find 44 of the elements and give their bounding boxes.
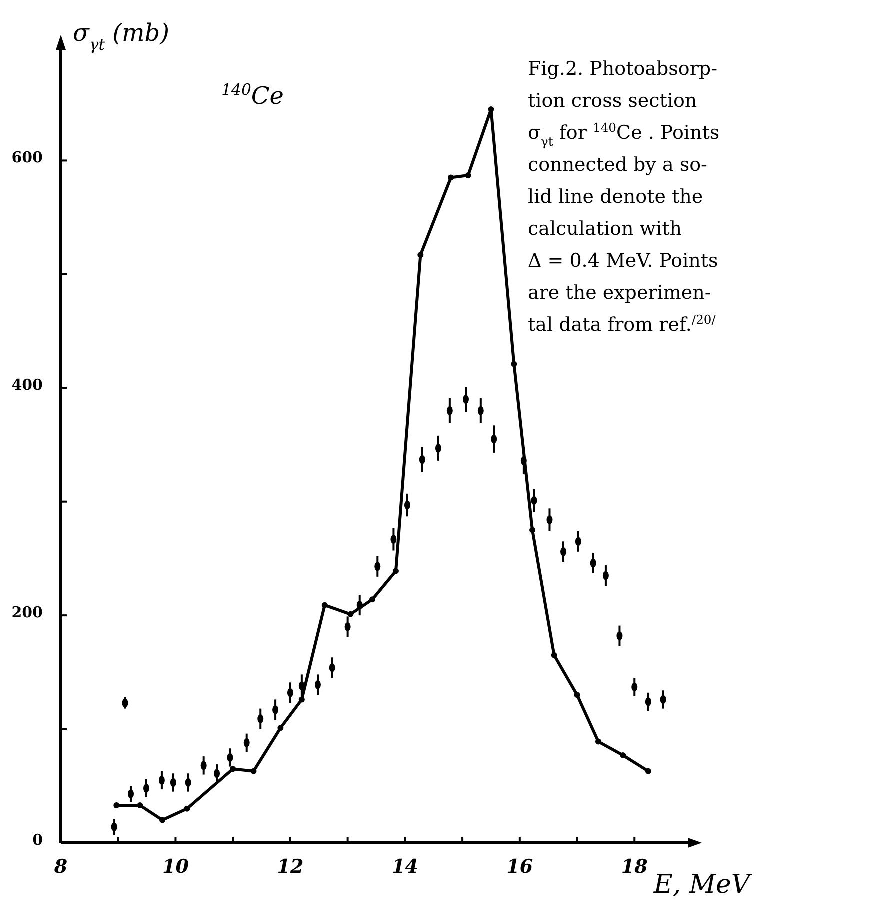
x-tick-label: 18: [621, 856, 648, 878]
point: [369, 596, 376, 603]
annotation: tal data from ref.$^{/20/}$: [528, 313, 717, 336]
point: [114, 802, 120, 808]
point: [230, 766, 236, 772]
x-axis-title: E, MeV: [652, 870, 752, 900]
x-tick-label: 8: [54, 856, 68, 878]
annotation: calculation with: [528, 218, 682, 240]
point: [250, 768, 257, 774]
annotation: lid line denote the: [528, 186, 704, 208]
x-tick-label: 16: [506, 856, 534, 878]
point: [530, 527, 536, 534]
point: [595, 738, 602, 745]
point: [137, 802, 144, 808]
point: [448, 174, 454, 181]
point: [465, 172, 472, 178]
annotation: are the experimen-: [528, 282, 712, 304]
annotation: Δ = 0.4 MeV. Points: [528, 250, 718, 272]
point: [184, 806, 190, 812]
y-tick-label: 200: [12, 603, 43, 622]
point: [418, 252, 424, 258]
y-axis-title: σ$_{γt}$ (mb): [73, 19, 170, 54]
point: [393, 568, 400, 574]
point: [322, 602, 328, 608]
point: [620, 752, 626, 758]
annotation: $^{140}$Ce: [222, 80, 284, 110]
point: [551, 652, 558, 658]
annotation: tion cross section: [528, 90, 698, 112]
y-tick-label: 400: [12, 376, 43, 394]
point: [160, 817, 166, 824]
y-tick-label: 0: [32, 830, 43, 849]
point: [298, 696, 305, 703]
point: [278, 725, 284, 732]
point: [348, 611, 354, 618]
point: [511, 361, 518, 368]
x-tick-label: 12: [277, 856, 304, 878]
x-tick-label: 10: [162, 856, 189, 878]
annotation: connected by a so-: [528, 154, 708, 176]
annotation: Fig.2. Photoabsorp-: [528, 58, 718, 80]
annotation: σ$_{γt}$ for $^{140}$Ce . Points: [528, 121, 720, 149]
point: [645, 768, 652, 774]
x-tick-label: 14: [392, 856, 418, 878]
point: [574, 692, 580, 698]
y-tick-label: 600: [12, 148, 43, 167]
